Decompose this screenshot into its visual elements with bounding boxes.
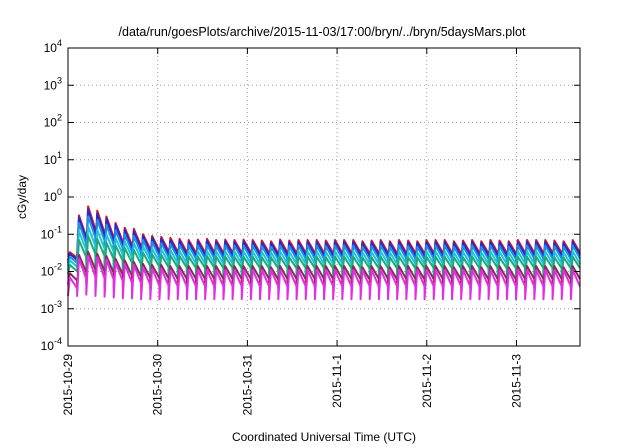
x-tick-label: 2015-10-30 [151, 354, 165, 416]
x-tick-label: 2015-11-1 [330, 354, 344, 408]
grid-lines [68, 48, 580, 346]
y-tick-label: 103 [44, 75, 62, 92]
series-line-5 [67, 234, 581, 278]
y-tick-label: 104 [44, 38, 62, 55]
axis-ticks: 104 103 102 101 100 10-1 10-2 10-3 10-42015-10-2… [41, 38, 580, 415]
x-tick-label: 2015-10-29 [61, 354, 75, 416]
y-tick-label: 10-1 [41, 224, 62, 241]
y-tick-label: 100 [44, 187, 62, 204]
series-line-7 [67, 255, 581, 301]
y-tick-label: 10-4 [41, 336, 62, 353]
y-tick-label: 10-2 [41, 262, 62, 279]
x-axis-label: Coordinated Universal Time (UTC) [232, 430, 416, 444]
series-group [67, 205, 581, 301]
x-tick-label: 2015-11-2 [420, 354, 434, 408]
y-axis-label: cGy/day [15, 175, 29, 219]
series-line-3 [67, 215, 581, 270]
chart-title: /data/run/goesPlots/archive/2015-11-03/1… [119, 25, 526, 39]
x-tick-label: 2015-11-3 [509, 354, 523, 408]
x-tick-label: 2015-10-31 [240, 354, 254, 416]
y-tick-label: 10-3 [41, 299, 62, 316]
y-tick-label: 102 [44, 113, 62, 130]
y-tick-label: 101 [44, 150, 62, 167]
